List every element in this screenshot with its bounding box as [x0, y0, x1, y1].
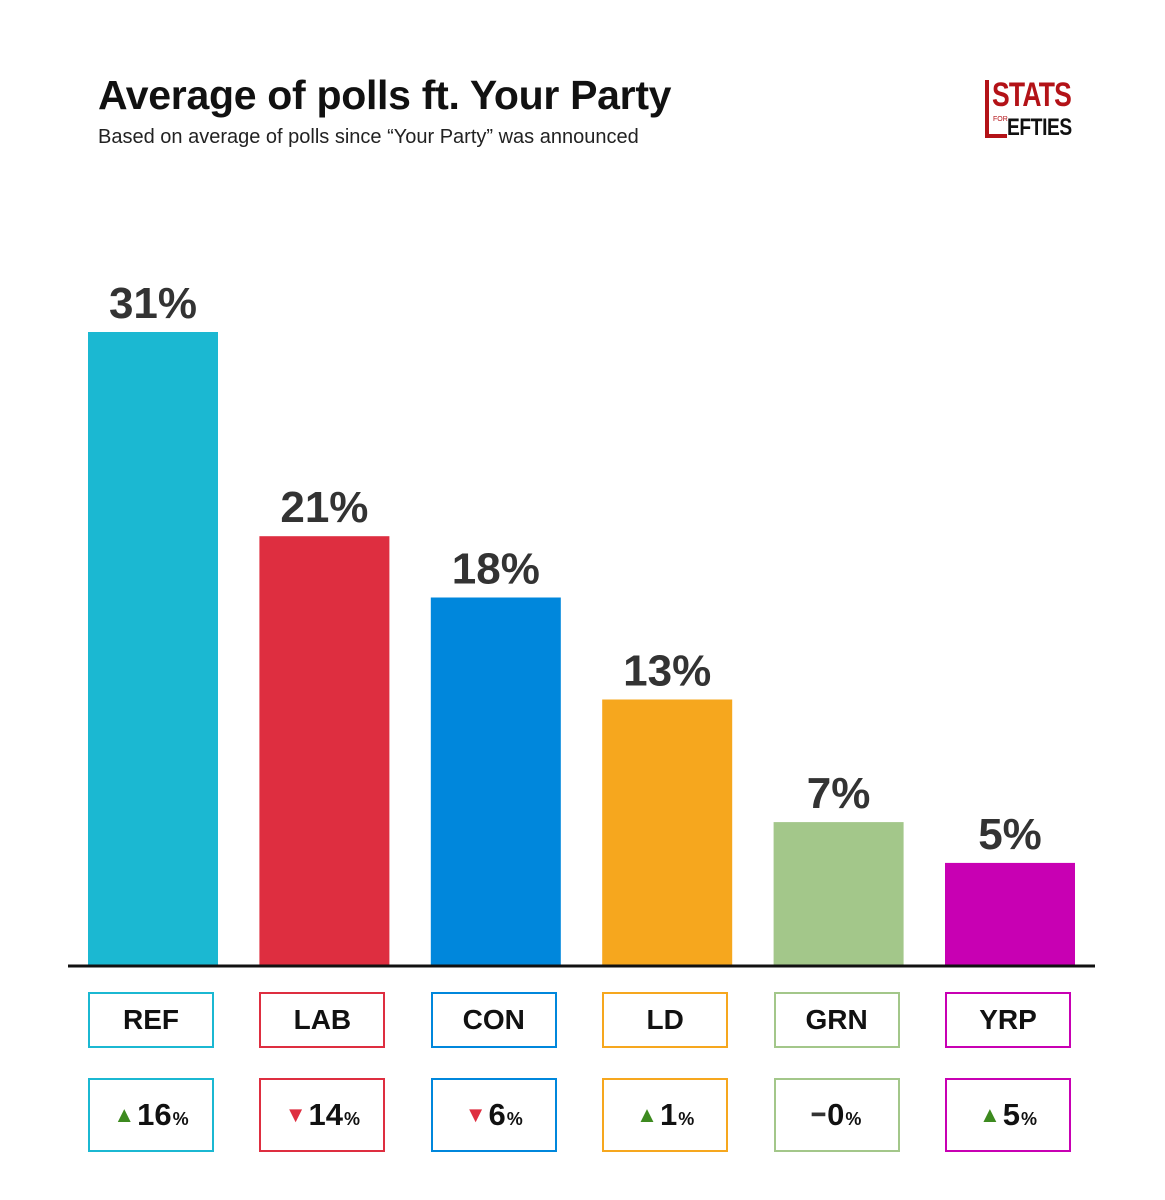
chart-subtitle: Based on average of polls since “Your Pa…	[98, 126, 639, 148]
change-unit: %	[1021, 1108, 1038, 1129]
no-change-dash-icon: ━	[811, 1102, 826, 1127]
bar-grn	[773, 822, 904, 965]
category-label-ld: LD	[602, 992, 729, 1048]
down-arrow-icon: ▼	[464, 1102, 487, 1127]
change-box-lab: ▼ 14%	[259, 1078, 386, 1152]
bar-ld	[602, 699, 733, 965]
value-label-ref: 31%	[109, 279, 197, 328]
change-box-con: ▼ 6%	[430, 1078, 557, 1152]
logo-stats-text: STATS	[992, 76, 1072, 114]
stats-for-lefties-logo: STATS FOR EFTIES	[985, 76, 1080, 142]
chart-title: Average of polls ft. Your Party	[98, 72, 672, 118]
category-label-yrp: YRP	[945, 992, 1071, 1048]
value-label-grn: 7%	[807, 769, 871, 818]
change-unit: %	[678, 1108, 695, 1129]
up-arrow-icon: ▲	[978, 1102, 1001, 1127]
value-label-ld: 13%	[623, 647, 711, 696]
value-label-lab: 21%	[280, 483, 368, 532]
value-label-yrp: 5%	[978, 810, 1042, 859]
change-unit: %	[506, 1108, 523, 1129]
change-value: 0	[827, 1097, 845, 1132]
change-value: 5	[1002, 1097, 1020, 1132]
change-value: 16	[137, 1097, 172, 1132]
category-label-ref: REF	[88, 992, 214, 1048]
up-arrow-icon: ▲	[113, 1102, 136, 1127]
logo-lefties-text: EFTIES	[1007, 114, 1072, 141]
change-value: 1	[659, 1097, 678, 1132]
change-box-yrp: ▲ 5%	[945, 1078, 1071, 1152]
change-unit: %	[172, 1108, 189, 1129]
change-value: 6	[488, 1097, 506, 1132]
bar-con	[430, 597, 561, 965]
category-label-lab: LAB	[259, 992, 386, 1048]
change-box-ref: ▲ 16%	[88, 1078, 214, 1152]
change-value: 14	[308, 1097, 344, 1132]
up-arrow-icon: ▲	[636, 1102, 658, 1127]
category-label-grn: GRN	[773, 992, 900, 1048]
category-label-con: CON	[430, 992, 557, 1048]
change-box-ld: ▲ 1%	[602, 1078, 729, 1152]
bar-ref	[88, 332, 218, 965]
change-box-grn: ━ 0%	[773, 1078, 900, 1152]
down-arrow-icon: ▼	[284, 1102, 307, 1127]
bar-yrp	[945, 862, 1075, 965]
bar-lab	[259, 536, 390, 965]
value-label-con: 18%	[452, 545, 540, 594]
logo-for-text: FOR	[993, 116, 1008, 123]
change-unit: %	[344, 1108, 361, 1129]
change-unit: %	[845, 1108, 862, 1129]
